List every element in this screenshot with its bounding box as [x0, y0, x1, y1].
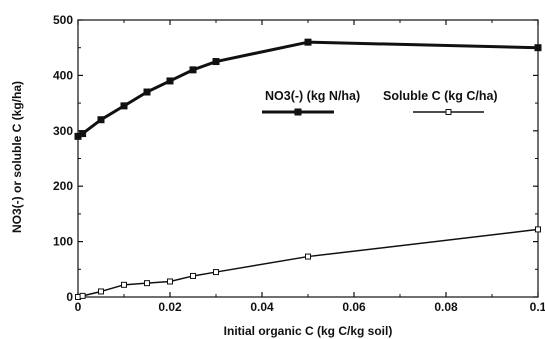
x-axis-ticks: 0 0.02 0.04 0.06 0.08 0.1 [75, 20, 545, 314]
data-point [305, 253, 311, 260]
series-no3 [74, 38, 542, 140]
data-point [534, 44, 542, 52]
y-tick-label: 0 [66, 290, 73, 304]
data-point [190, 272, 196, 279]
y-axis-label: NO3(-) or soluble C (kg/ha) [10, 81, 24, 233]
data-point [121, 281, 127, 288]
legend: NO3(-) (kg N/ha) Soluble C (kg C/ha) [262, 89, 498, 116]
y-tick-label: 500 [53, 13, 73, 27]
data-point [189, 66, 197, 74]
legend-marker [445, 109, 452, 115]
x-tick-label: 0 [75, 300, 82, 314]
legend-label: Soluble C (kg C/ha) [383, 89, 498, 103]
data-point [167, 278, 173, 285]
data-point [120, 102, 128, 110]
data-point [213, 269, 219, 276]
legend-entry: Soluble C (kg C/ha) [383, 89, 498, 115]
x-tick-label: 0.04 [250, 300, 274, 314]
x-tick-label: 0.08 [434, 300, 458, 314]
series-layer [74, 38, 542, 300]
data-point [166, 77, 174, 85]
y-tick-label: 400 [53, 68, 73, 82]
x-tick-label: 0.1 [530, 300, 545, 314]
data-point [144, 280, 150, 287]
data-point [143, 88, 151, 96]
data-point [79, 130, 87, 138]
data-point [98, 288, 104, 295]
x-axis-label: Initial organic C (kg C/kg soil) [224, 324, 393, 338]
data-point [304, 38, 312, 46]
series-soluble-c [75, 226, 541, 300]
series-line [77, 228, 539, 298]
series-line [77, 40, 539, 138]
y-tick-label: 200 [53, 179, 73, 193]
legend-label: NO3(-) (kg N/ha) [265, 89, 360, 103]
data-point [535, 226, 541, 233]
x-tick-label: 0.02 [158, 300, 182, 314]
y-tick-label: 100 [53, 235, 73, 249]
data-point [79, 292, 86, 299]
data-point [212, 58, 220, 66]
x-tick-label: 0.06 [342, 300, 366, 314]
data-point [97, 116, 105, 124]
y-tick-label: 300 [53, 124, 73, 138]
y-axis-ticks: 0 100 200 300 400 500 [53, 13, 538, 304]
legend-marker [294, 108, 302, 116]
legend-entry: NO3(-) (kg N/ha) [262, 89, 360, 116]
